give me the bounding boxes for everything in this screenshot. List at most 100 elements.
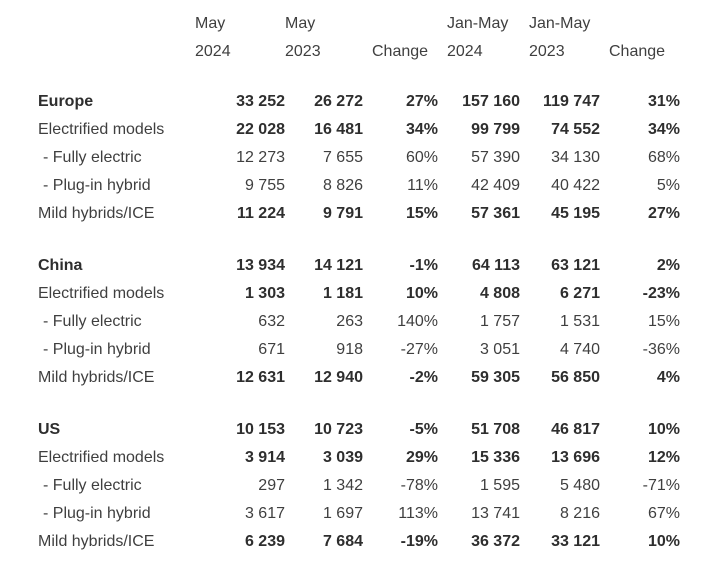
value-cell: 11 224 — [236, 205, 285, 222]
table-row-summary: Mild hybrids/ICE 11 224 9 791 15% 57 361… — [38, 200, 680, 228]
value-cell: 157 160 — [462, 93, 520, 110]
value-cell: -1% — [409, 257, 438, 274]
value-cell: 4 740 — [559, 341, 600, 358]
row-label: Mild hybrids/ICE — [38, 205, 155, 222]
value-cell: 113% — [398, 505, 438, 522]
value-cell: 8 826 — [322, 177, 363, 194]
col-header-janmay-2024-line2: 2024 — [447, 43, 483, 60]
value-cell: 10% — [647, 421, 680, 438]
value-cell: 671 — [258, 341, 285, 358]
value-cell: 64 113 — [471, 257, 520, 274]
value-cell: -5% — [409, 421, 438, 438]
value-cell: -71% — [642, 477, 680, 494]
value-cell: 1 595 — [479, 477, 520, 494]
table-row-sub: - Fully electric 297 1 342 -78% 1 595 5 … — [38, 472, 680, 500]
value-cell: 15 336 — [471, 449, 520, 466]
value-cell: 57 390 — [471, 149, 520, 166]
value-cell: 74 552 — [551, 121, 600, 138]
value-cell: 46 817 — [551, 421, 600, 438]
table-row-sub: - Fully electric 632 263 140% 1 757 1 53… — [38, 308, 680, 336]
value-cell: 1 531 — [559, 313, 600, 330]
row-label: - Fully electric — [43, 477, 142, 494]
row-label: Electrified models — [38, 449, 165, 466]
value-cell: -27% — [400, 341, 438, 358]
col-header-change1-line2: Change — [372, 43, 429, 60]
table-row-region: China 13 934 14 121 -1% 64 113 63 121 2% — [38, 252, 680, 280]
table-row-summary: Mild hybrids/ICE 6 239 7 684 -19% 36 372… — [38, 528, 680, 556]
value-cell: 6 271 — [559, 285, 600, 302]
value-cell: 26 272 — [314, 93, 363, 110]
value-cell: 27% — [405, 93, 438, 110]
value-cell: -2% — [409, 369, 438, 386]
value-cell: 1 342 — [322, 477, 363, 494]
value-cell: 1 697 — [322, 505, 363, 522]
value-cell: -36% — [642, 341, 680, 358]
value-cell: 5 480 — [559, 477, 600, 494]
row-label: Europe — [38, 93, 94, 110]
col-header-change2-line2: Change — [609, 43, 666, 60]
value-cell: 13 934 — [236, 257, 285, 274]
header-label-spacer — [38, 38, 195, 66]
value-cell: 16 481 — [314, 121, 363, 138]
value-cell: 1 757 — [479, 313, 520, 330]
value-cell: 13 696 — [551, 449, 600, 466]
row-label: Mild hybrids/ICE — [38, 533, 155, 550]
value-cell: 9 791 — [322, 205, 363, 222]
col-header-janmay-2024-line1: Jan-May — [447, 15, 509, 32]
header-spacer — [38, 66, 680, 88]
value-cell: 67% — [647, 505, 680, 522]
table-row-region: US 10 153 10 723 -5% 51 708 46 817 10% — [38, 416, 680, 444]
value-cell: -23% — [642, 285, 680, 302]
header-label-spacer — [38, 10, 195, 38]
value-cell: 40 422 — [551, 177, 600, 194]
value-cell: 11% — [407, 177, 438, 194]
value-cell: 10 153 — [236, 421, 285, 438]
value-cell: 10% — [647, 533, 680, 550]
row-label: Electrified models — [38, 285, 165, 302]
value-cell: 10 723 — [314, 421, 363, 438]
value-cell: 33 252 — [236, 93, 285, 110]
value-cell: 15% — [405, 205, 438, 222]
value-cell: 27% — [647, 205, 680, 222]
value-cell: 99 799 — [471, 121, 520, 138]
value-cell: 7 684 — [322, 533, 363, 550]
value-cell: 140% — [397, 313, 438, 330]
section-spacer — [38, 228, 680, 252]
value-cell: 63 121 — [551, 257, 600, 274]
value-cell: 14 121 — [314, 257, 363, 274]
value-cell: 1 181 — [322, 285, 363, 302]
header-row-2: 2024 2023 Change 2024 2023 Change — [38, 38, 680, 66]
value-cell: 34% — [405, 121, 438, 138]
value-cell: 5% — [656, 177, 680, 194]
value-cell: 56 850 — [551, 369, 600, 386]
row-label: - Plug-in hybrid — [43, 505, 151, 522]
table-row-summary: Mild hybrids/ICE 12 631 12 940 -2% 59 30… — [38, 364, 680, 392]
value-cell: 8 216 — [559, 505, 600, 522]
value-cell: 10% — [405, 285, 438, 302]
value-cell: 12 631 — [236, 369, 285, 386]
value-cell: -19% — [400, 533, 438, 550]
value-cell: 297 — [258, 477, 285, 494]
table-row-summary: Electrified models 3 914 3 039 29% 15 33… — [38, 444, 680, 472]
section-europe: Europe 33 252 26 272 27% 157 160 119 747… — [38, 88, 680, 252]
value-cell: 3 051 — [479, 341, 520, 358]
table-row-sub: - Plug-in hybrid 671 918 -27% 3 051 4 74… — [38, 336, 680, 364]
value-cell: 7 655 — [322, 149, 363, 166]
col-header-may-2023-line2: 2023 — [285, 43, 321, 60]
value-cell: 4 808 — [479, 285, 520, 302]
value-cell: 4% — [656, 369, 680, 386]
value-cell: 2% — [656, 257, 680, 274]
value-cell: 51 708 — [471, 421, 520, 438]
value-cell: 59 305 — [471, 369, 520, 386]
row-label: - Fully electric — [43, 313, 142, 330]
value-cell: 3 914 — [244, 449, 285, 466]
row-label: - Plug-in hybrid — [43, 341, 151, 358]
section-china: China 13 934 14 121 -1% 64 113 63 121 2%… — [38, 252, 680, 416]
row-label: Mild hybrids/ICE — [38, 369, 155, 386]
value-cell: 263 — [336, 313, 363, 330]
row-label: US — [38, 421, 61, 438]
table-row-region: Europe 33 252 26 272 27% 157 160 119 747… — [38, 88, 680, 116]
value-cell: 42 409 — [471, 177, 520, 194]
table-row-sub: - Fully electric 12 273 7 655 60% 57 390… — [38, 144, 680, 172]
